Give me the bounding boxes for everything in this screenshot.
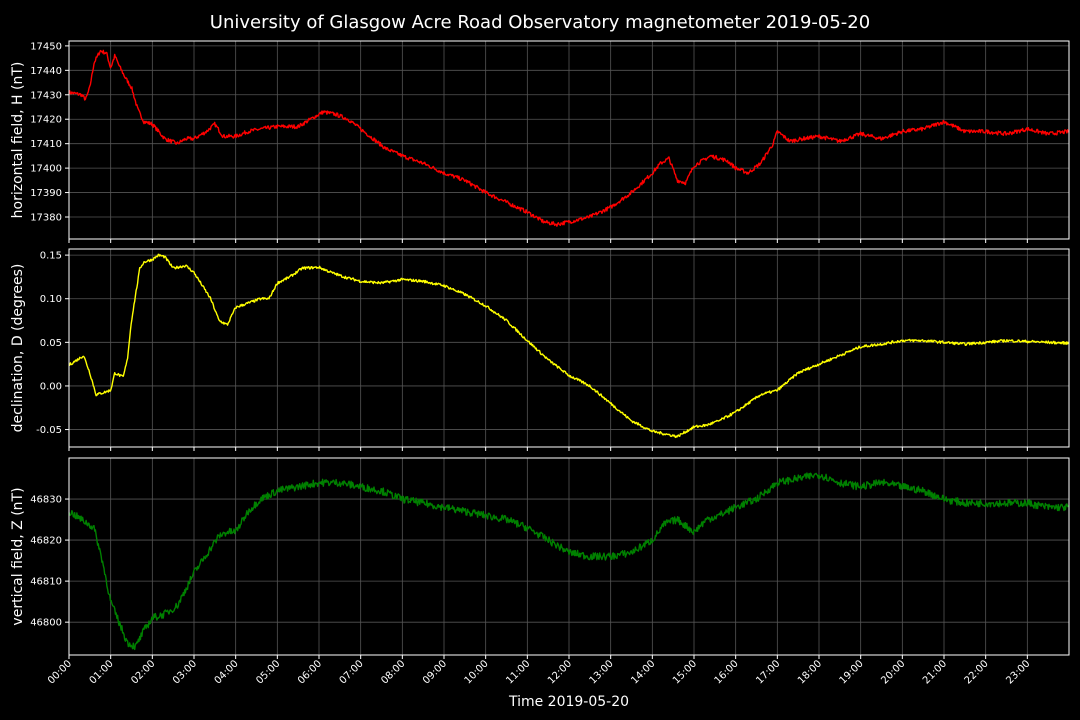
- axes-frame: [68, 40, 1070, 240]
- y-tick-label: 0.15: [40, 251, 62, 262]
- x-tick-label: 22:00: [963, 658, 991, 686]
- x-tick-label: 06:00: [296, 658, 324, 686]
- x-tick-label: 13:00: [588, 658, 616, 686]
- x-tick-label: 09:00: [421, 658, 449, 686]
- y-tick-label: 17450: [30, 41, 62, 52]
- y-axis-label: declination, D (degrees): [10, 264, 26, 433]
- y-tick-label: 0.05: [40, 338, 62, 349]
- x-tick-label: 17:00: [754, 658, 782, 686]
- y-axis-label: vertical field, Z (nT): [10, 487, 26, 625]
- y-tick-label: 17440: [30, 66, 62, 77]
- panel-3: 46800 46810 46820 46830 vertical field, Z (n…: [10, 457, 1070, 659]
- y-tick-label: 17420: [30, 115, 62, 126]
- y-tick-label: 17430: [30, 90, 62, 101]
- x-tick-label: 23:00: [1004, 658, 1032, 686]
- data-line-panel-2: [68, 253, 1070, 439]
- x-tick-label: 03:00: [171, 658, 199, 686]
- x-tick-label: 11:00: [504, 658, 532, 686]
- y-tick-label: 17380: [30, 213, 62, 224]
- axes-frame: [68, 248, 1070, 448]
- x-tick-label: 02:00: [129, 658, 157, 686]
- x-axis-label: Time 2019-05-20: [508, 694, 629, 710]
- y-tick-label: 46800: [30, 618, 62, 629]
- x-tick-label: 01:00: [88, 658, 116, 686]
- y-tick-label: 0.10: [40, 294, 62, 305]
- y-tick-label: -0.05: [36, 425, 62, 436]
- panel-2: -0.05 0.00 0.05 0.10 0.15 declination, D (deg…: [10, 248, 1070, 451]
- y-axis-label: horizontal field, H (nT): [10, 62, 26, 219]
- x-tick-label: 19:00: [838, 658, 866, 686]
- y-tick-label: 17410: [30, 139, 62, 150]
- data-line-panel-1: [68, 49, 1070, 227]
- axes-frame: [68, 457, 1070, 656]
- x-tick-label: 10:00: [463, 658, 491, 686]
- y-tick-label: 46820: [30, 536, 62, 547]
- x-tick-label: 04:00: [213, 658, 241, 686]
- y-tick-label: 17400: [30, 164, 62, 175]
- x-tick-label: 15:00: [671, 658, 699, 686]
- y-tick-label: 17390: [30, 188, 62, 199]
- panel-1: 17380 17390 17400 17410 17420 17430 17440 17450…: [10, 40, 1070, 243]
- x-tick-label: 12:00: [546, 658, 574, 686]
- x-tick-label: 21:00: [921, 658, 949, 686]
- x-tick-label: 14:00: [629, 658, 657, 686]
- x-tick-label: 18:00: [796, 658, 824, 686]
- x-tick-label: 16:00: [713, 658, 741, 686]
- x-tick-label: 07:00: [338, 658, 366, 686]
- x-tick-label: 05:00: [254, 658, 282, 686]
- y-tick-label: 46830: [30, 495, 62, 506]
- y-tick-label: 46810: [30, 577, 62, 588]
- y-tick-label: 0.00: [40, 381, 62, 392]
- x-tick-label: 00:00: [46, 658, 74, 686]
- x-tick-label: 20:00: [879, 658, 907, 686]
- chart-title: University of Glasgow Acre Road Observat…: [210, 12, 870, 33]
- data-line-panel-3: [68, 472, 1070, 651]
- x-tick-label: 08:00: [379, 658, 407, 686]
